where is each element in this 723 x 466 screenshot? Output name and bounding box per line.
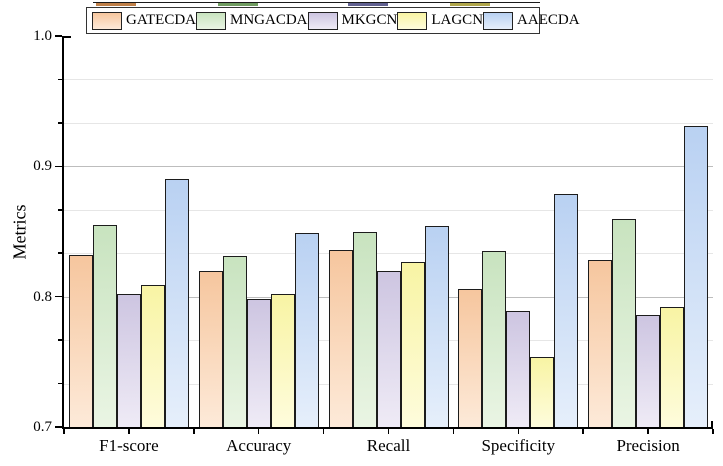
x-tick-boundary xyxy=(712,429,714,434)
x-tick-boundary xyxy=(63,429,65,434)
y-axis-top-tick xyxy=(64,36,71,38)
y-tick-0.80 xyxy=(55,295,62,298)
legend-item-AAECDA: AAECDA xyxy=(483,11,580,30)
cropped-legend-border xyxy=(93,2,540,3)
cropped-swatch xyxy=(348,3,388,6)
bar-MKGCN-Specificity xyxy=(506,311,531,427)
y-tick-label: 0.9 xyxy=(33,158,52,175)
y-tick-label: 0.8 xyxy=(33,288,52,305)
bar-GATECDA-Precision xyxy=(588,260,613,427)
legend-swatch-LAGCN xyxy=(397,11,428,30)
x-tick-boundary xyxy=(582,429,584,434)
legend-label-MNGACDA: MNGACDA xyxy=(230,12,308,28)
legend-label-GATECDA: GATECDA xyxy=(126,12,196,28)
y-tick-0.90 xyxy=(55,165,62,168)
bar-GATECDA-Recall xyxy=(328,249,353,427)
bar-GATECDA-Accuracy xyxy=(198,270,223,427)
legend-swatch-MNGACDA xyxy=(196,11,226,30)
legend-swatch-AAECDA xyxy=(483,11,514,30)
legend-label-MKGCN: MKGCN xyxy=(341,12,398,28)
bar-AAECDA-Specificity xyxy=(554,193,579,427)
category-label-Specificity: Specificity xyxy=(481,436,556,455)
cropped-swatch xyxy=(218,3,258,6)
bar-GATECDA-Specificity xyxy=(458,288,483,427)
minor-gridline xyxy=(64,79,713,81)
legend-item-MKGCN: MKGCN xyxy=(307,11,398,30)
minor-gridline xyxy=(64,209,713,211)
y-tick-0.83 xyxy=(58,252,62,254)
bar-LAGCN-Recall xyxy=(400,261,425,427)
bar-MNGACDA-Recall xyxy=(352,231,377,427)
bar-MNGACDA-Precision xyxy=(612,218,637,427)
x-tick-Precision xyxy=(647,429,649,434)
bar-LAGCN-Specificity xyxy=(530,356,555,427)
legend-label-LAGCN: LAGCN xyxy=(431,12,484,28)
y-tick-0.70 xyxy=(55,426,62,428)
category-label-F1-score: F1-score xyxy=(99,436,159,455)
x-tick-Accuracy xyxy=(257,429,260,434)
bar-LAGCN-F1-score xyxy=(140,284,165,427)
y-tick-0.73 xyxy=(58,382,62,385)
bar-MNGACDA-Accuracy xyxy=(222,256,247,427)
x-tick-Specificity xyxy=(517,429,520,434)
bar-MKGCN-Precision xyxy=(636,314,661,427)
y-tick-0.93 xyxy=(58,122,62,124)
cropped-swatch xyxy=(450,3,490,6)
x-tick-boundary xyxy=(452,429,455,434)
category-label-Accuracy: Accuracy xyxy=(226,436,292,455)
minor-gridline xyxy=(64,253,713,255)
y-tick-0.87 xyxy=(58,209,62,211)
bar-LAGCN-Precision xyxy=(660,307,685,427)
x-tick-boundary xyxy=(193,429,195,434)
major-gridline xyxy=(64,166,713,168)
y-tick-0.77 xyxy=(58,339,62,341)
legend-item-LAGCN: LAGCN xyxy=(397,11,484,30)
category-label-Precision: Precision xyxy=(616,436,680,455)
y-axis-title: Metrics xyxy=(9,204,30,260)
x-axis-end-tick xyxy=(711,421,713,427)
bar-LAGCN-Accuracy xyxy=(270,294,295,427)
legend-item-GATECDA: GATECDA xyxy=(92,11,196,30)
legend: GATECDA MNGACDA MKGCN LAGCN AAECDA xyxy=(86,7,580,34)
y-tick-label: 0.7 xyxy=(33,419,52,435)
x-tick-boundary xyxy=(322,429,325,434)
bar-MNGACDA-F1-score xyxy=(92,225,117,427)
minor-gridline xyxy=(64,122,713,124)
bar-AAECDA-Precision xyxy=(684,125,709,427)
bar-MNGACDA-Specificity xyxy=(482,251,507,427)
y-tick-label: 1.0 xyxy=(33,28,52,44)
x-tick-Recall xyxy=(387,429,390,434)
legend-label-AAECDA: AAECDA xyxy=(517,12,580,28)
x-tick-F1-score xyxy=(128,429,130,434)
plot-area xyxy=(62,36,713,429)
bar-AAECDA-Accuracy xyxy=(294,232,319,427)
legend-swatch-GATECDA xyxy=(92,11,122,30)
cropped-swatch xyxy=(96,3,136,6)
bar-MKGCN-Recall xyxy=(376,270,401,427)
bar-MKGCN-F1-score xyxy=(116,294,141,427)
bar-GATECDA-F1-score xyxy=(68,255,93,427)
y-tick-0.97 xyxy=(58,78,62,81)
legend-swatch-MKGCN xyxy=(307,11,338,30)
category-label-Recall: Recall xyxy=(366,436,411,455)
bar-AAECDA-Recall xyxy=(424,226,449,427)
y-tick-1.00 xyxy=(55,35,62,37)
legend-item-MNGACDA: MNGACDA xyxy=(196,11,308,30)
bar-MKGCN-Accuracy xyxy=(246,299,271,427)
bar-AAECDA-F1-score xyxy=(164,179,189,427)
